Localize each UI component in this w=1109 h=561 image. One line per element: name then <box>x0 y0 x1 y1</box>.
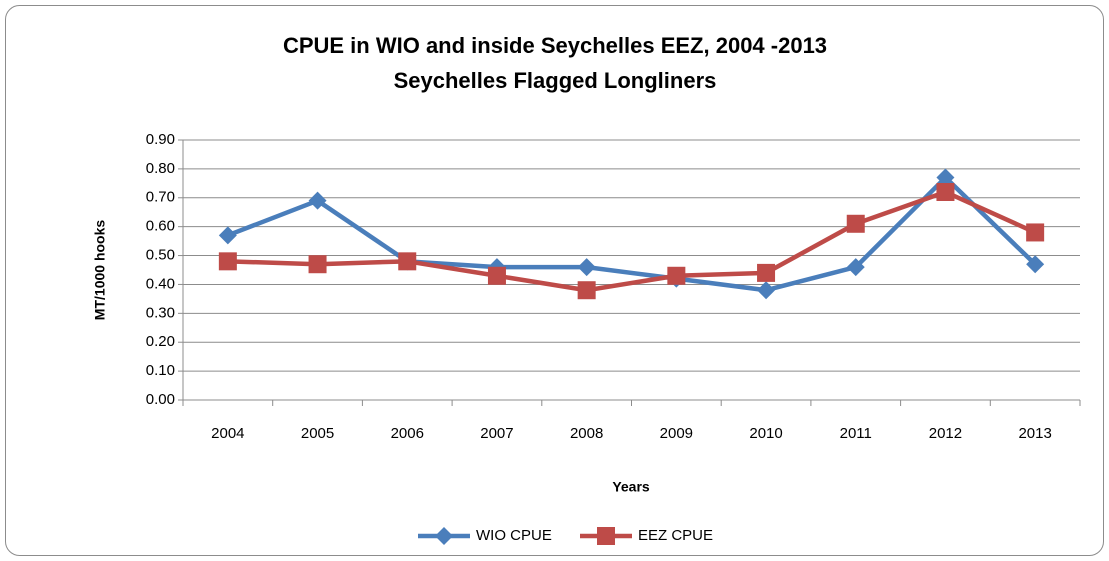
chart-title: CPUE in WIO and inside Seychelles EEZ, 2… <box>283 33 827 58</box>
y-tick-label: 0.30 <box>146 304 175 321</box>
x-axis-title: Years <box>612 479 650 495</box>
chart-subtitle: Seychelles Flagged Longliners <box>394 68 717 93</box>
legend-label: WIO CPUE <box>476 527 552 544</box>
point <box>308 191 327 210</box>
x-tick-label: 2010 <box>749 425 782 442</box>
y-tick-label: 0.00 <box>146 391 175 408</box>
y-tick-label: 0.20 <box>146 333 175 350</box>
point <box>936 168 955 187</box>
x-tick-label: 2012 <box>929 425 962 442</box>
point <box>936 183 955 201</box>
y-tick-label: 0.90 <box>146 131 175 148</box>
point <box>577 258 596 277</box>
point <box>1026 223 1045 242</box>
y-axis-title: MT/1000 hooks <box>92 220 108 321</box>
y-tick-label: 0.70 <box>146 189 175 206</box>
series-line <box>227 175 1037 293</box>
point <box>487 266 506 285</box>
point <box>846 258 865 277</box>
point <box>218 252 237 271</box>
y-tick-label: 0.60 <box>146 218 175 235</box>
x-tick-label: 2007 <box>480 425 513 442</box>
series-line <box>227 189 1037 293</box>
x-tick-label: 2011 <box>840 425 872 442</box>
x-tick-label: 2013 <box>1018 425 1051 442</box>
y-tick-label: 0.50 <box>146 247 175 264</box>
point <box>577 281 596 300</box>
x-tick-label: 2004 <box>211 425 244 442</box>
y-tick-label: 0.40 <box>146 275 175 292</box>
legend-label: EEZ CPUE <box>638 527 713 544</box>
point <box>667 266 686 285</box>
point <box>846 214 865 233</box>
legend-marker <box>597 527 615 545</box>
legend-marker <box>435 527 453 545</box>
x-tick-label: 2009 <box>660 425 693 442</box>
chart-border <box>5 5 1104 556</box>
point <box>398 252 417 271</box>
y-tick-label: 0.10 <box>146 362 175 379</box>
x-tick-label: 2006 <box>391 425 424 442</box>
x-tick-label: 2008 <box>570 425 603 442</box>
point <box>757 263 776 282</box>
point <box>218 226 237 245</box>
y-tick-label: 0.80 <box>146 160 175 177</box>
point <box>1026 255 1045 274</box>
x-tick-label: 2005 <box>301 425 334 442</box>
point <box>757 281 776 300</box>
point <box>308 255 327 274</box>
